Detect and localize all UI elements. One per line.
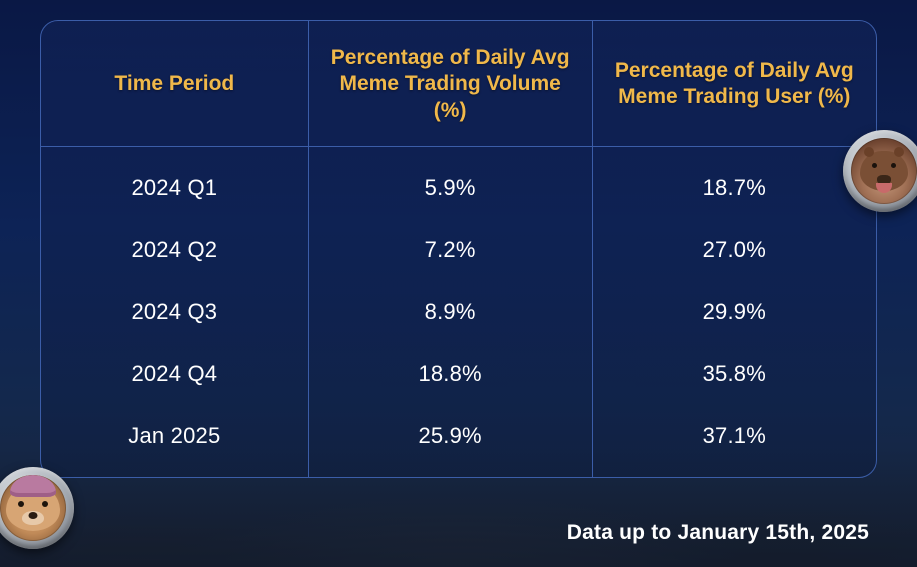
data-footnote: Data up to January 15th, 2025 <box>567 521 869 545</box>
cell-volume: 7.2% <box>308 219 592 281</box>
table-header-row: Time Period Percentage of Daily Avg Meme… <box>41 21 876 146</box>
cell-user: 27.0% <box>592 219 876 281</box>
cell-period: 2024 Q4 <box>41 343 308 405</box>
table-row: 2024 Q4 18.8% 35.8% <box>41 343 876 405</box>
dog-face-icon <box>6 485 60 531</box>
meme-trading-table: Time Period Percentage of Daily Avg Meme… <box>41 21 876 477</box>
cell-user: 35.8% <box>592 343 876 405</box>
capybara-face-icon <box>860 151 908 191</box>
cell-volume: 18.8% <box>308 343 592 405</box>
data-table-card: Time Period Percentage of Daily Avg Meme… <box>40 20 877 478</box>
table-row: 2024 Q3 8.9% 29.9% <box>41 281 876 343</box>
col-header-period: Time Period <box>41 21 308 146</box>
cell-volume: 8.9% <box>308 281 592 343</box>
cell-period: Jan 2025 <box>41 405 308 477</box>
cell-volume: 5.9% <box>308 146 592 219</box>
cell-period: 2024 Q3 <box>41 281 308 343</box>
table-row: 2024 Q1 5.9% 18.7% <box>41 146 876 219</box>
cell-period: 2024 Q2 <box>41 219 308 281</box>
cell-period: 2024 Q1 <box>41 146 308 219</box>
cell-user: 29.9% <box>592 281 876 343</box>
cell-user: 18.7% <box>592 146 876 219</box>
table-row: 2024 Q2 7.2% 27.0% <box>41 219 876 281</box>
table-row: Jan 2025 25.9% 37.1% <box>41 405 876 477</box>
col-header-user: Percentage of Daily Avg Meme Trading Use… <box>592 21 876 146</box>
capybara-meme-coin-icon <box>843 130 917 212</box>
cell-user: 37.1% <box>592 405 876 477</box>
col-header-volume: Percentage of Daily Avg Meme Trading Vol… <box>308 21 592 146</box>
cell-volume: 25.9% <box>308 405 592 477</box>
